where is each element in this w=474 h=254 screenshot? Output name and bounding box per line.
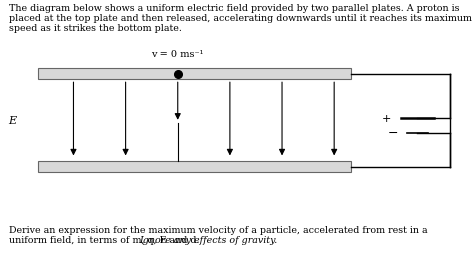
Bar [38, 161, 351, 173]
Text: v = 0 ms⁻¹: v = 0 ms⁻¹ [152, 50, 204, 58]
Text: speed as it strikes the bottom plate.: speed as it strikes the bottom plate. [9, 24, 182, 33]
Text: −: − [387, 127, 398, 140]
Text: placed at the top plate and then released, accelerating downwards until it reach: placed at the top plate and then release… [9, 14, 473, 23]
Bar [38, 69, 351, 80]
Text: E: E [8, 116, 16, 126]
Text: +: + [382, 113, 391, 123]
Text: uniform field, in terms of m, q, E and d.: uniform field, in terms of m, q, E and d… [9, 235, 203, 244]
Text: The diagram below shows a uniform electric field provided by two parallel plates: The diagram below shows a uniform electr… [9, 4, 460, 13]
Text: Derive an expression for the maximum velocity of a particle, accelerated from re: Derive an expression for the maximum vel… [9, 225, 428, 234]
Text: Ignore any effects of gravity.: Ignore any effects of gravity. [139, 235, 277, 244]
